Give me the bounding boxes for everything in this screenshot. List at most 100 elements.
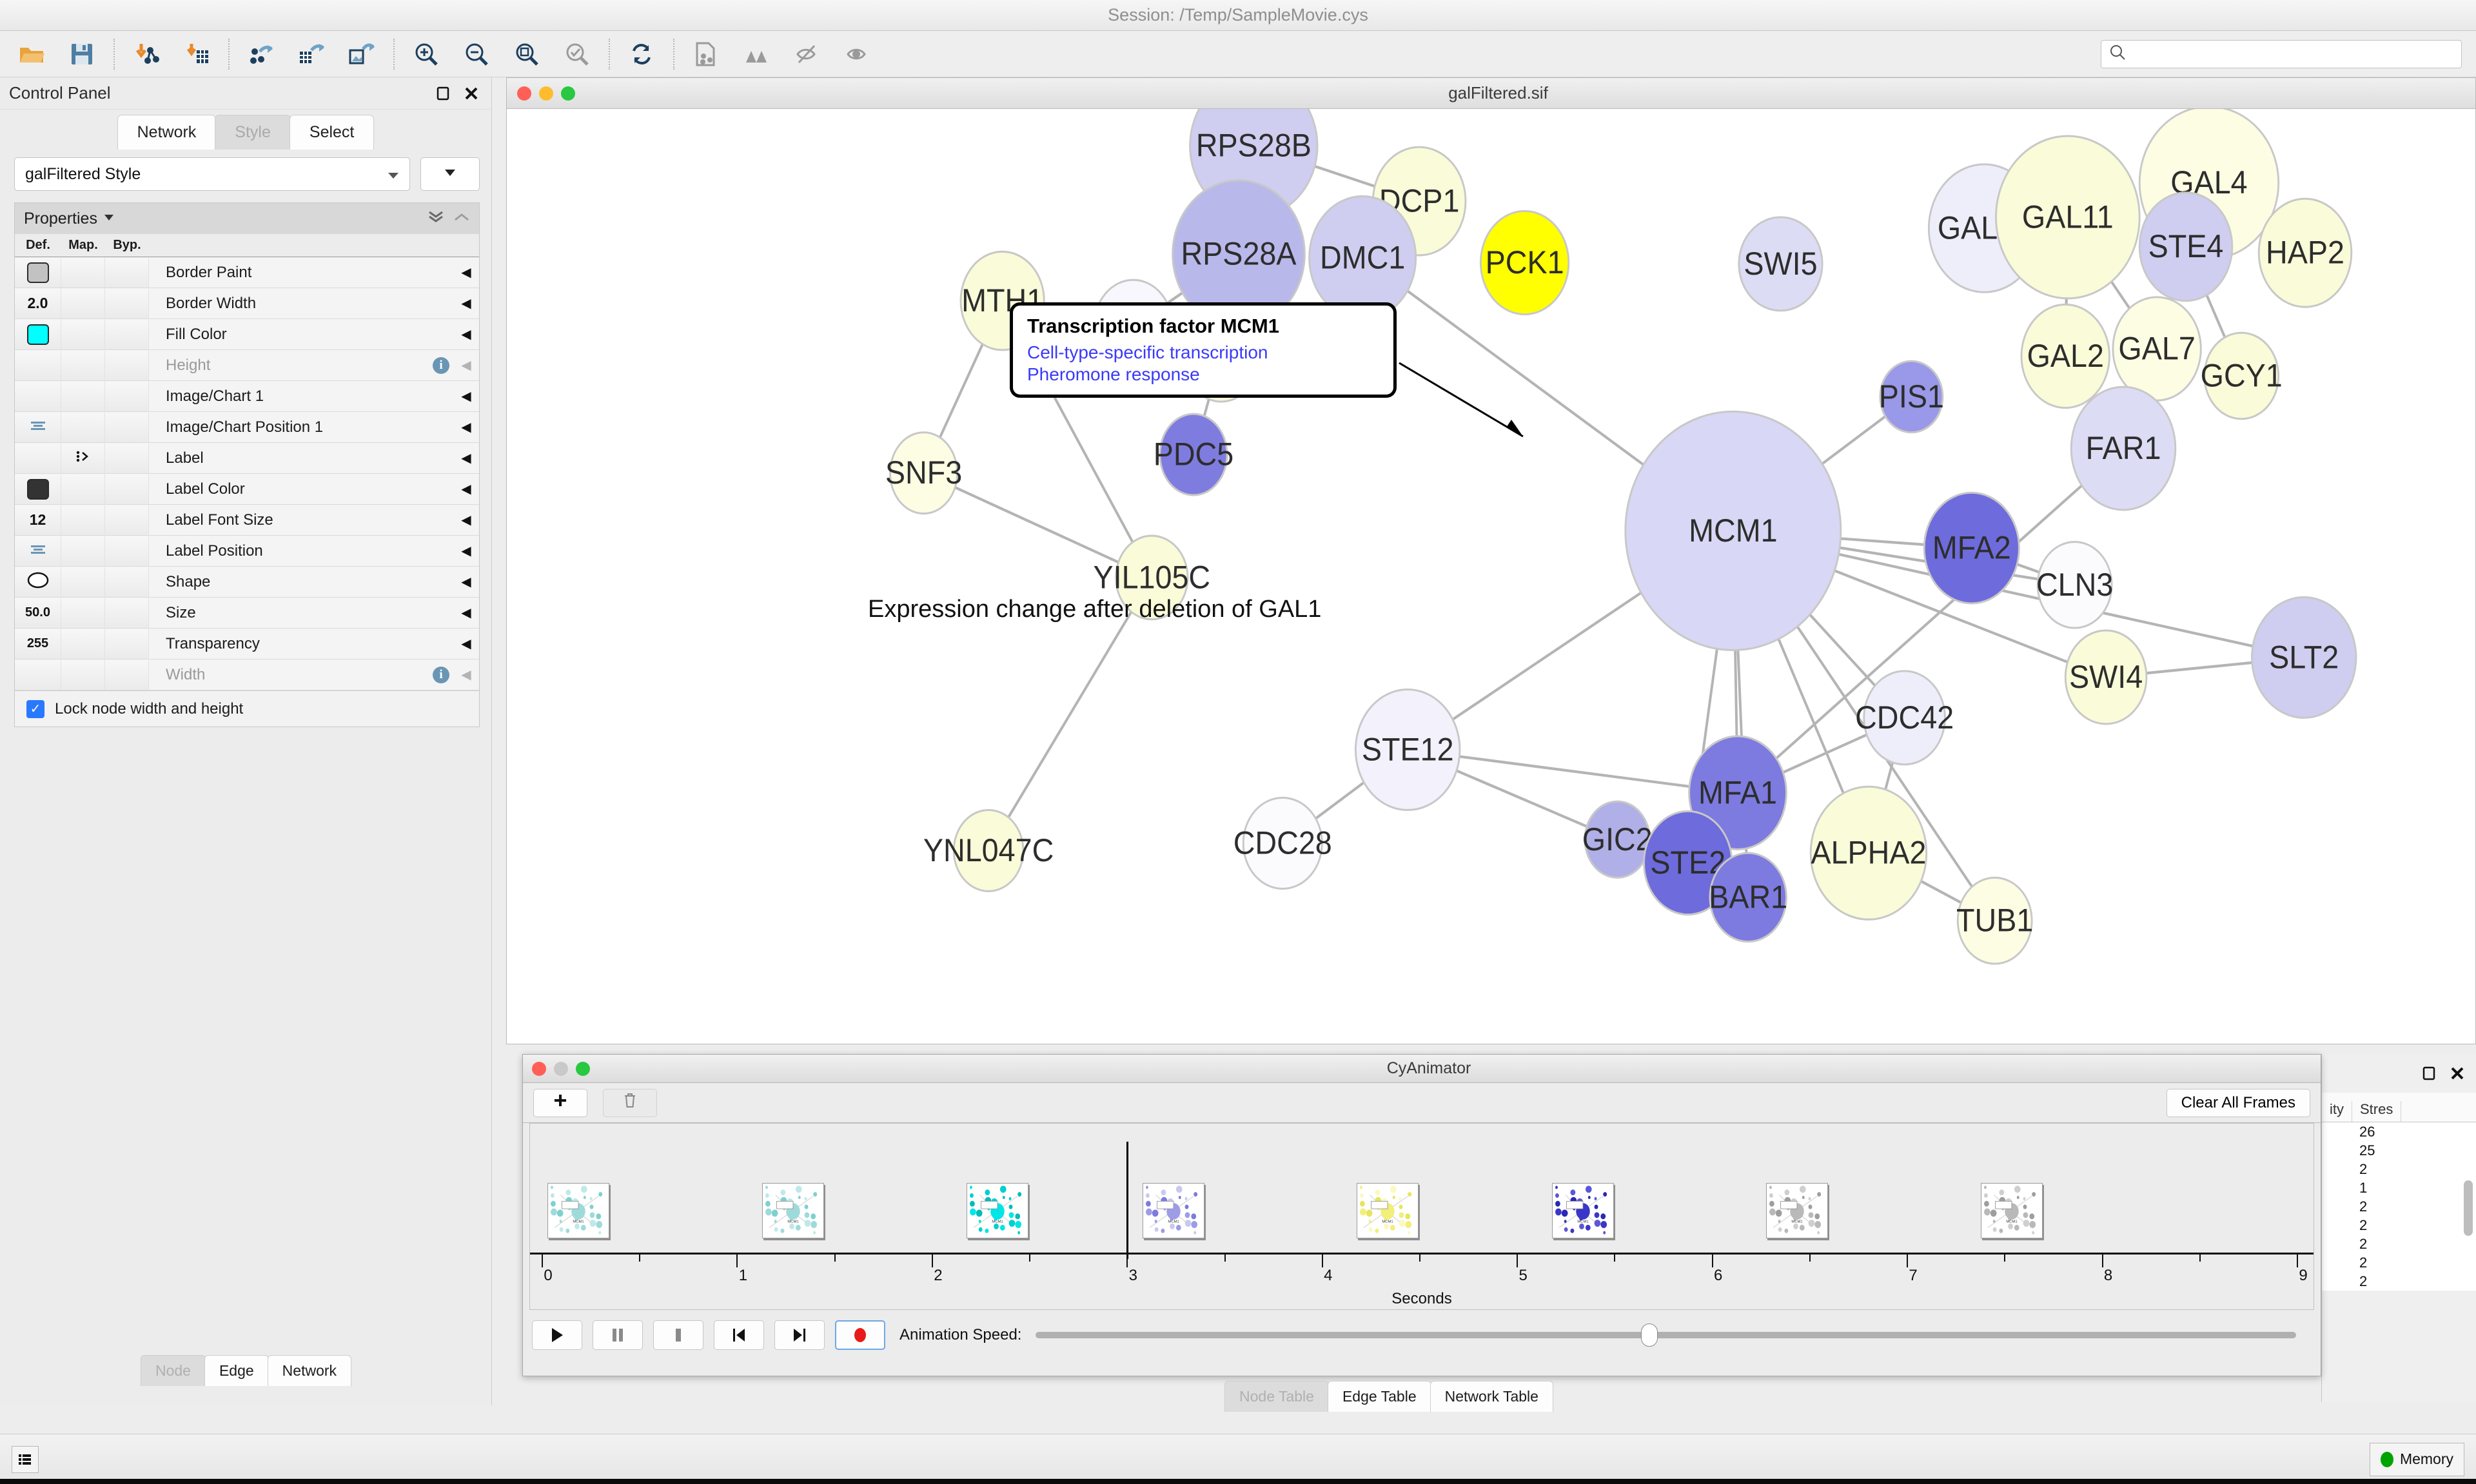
node-CLN3[interactable]: CLN3 bbox=[2036, 541, 2113, 629]
property-mapping-cell[interactable] bbox=[61, 629, 105, 659]
frame-thumbnail[interactable]: MCM1 bbox=[1357, 1183, 1419, 1238]
edge[interactable] bbox=[923, 471, 1153, 579]
edge[interactable] bbox=[1736, 447, 2125, 794]
node-YIL105C[interactable]: YIL105C bbox=[1093, 534, 1210, 621]
node-BAR1[interactable]: BAR1 bbox=[1709, 852, 1787, 943]
hide-selected-icon[interactable] bbox=[781, 31, 832, 77]
property-default-cell[interactable]: 255 bbox=[15, 629, 61, 659]
property-mapping-cell[interactable] bbox=[61, 536, 105, 566]
pause-button[interactable] bbox=[593, 1320, 643, 1350]
record-button[interactable] bbox=[835, 1320, 885, 1350]
node-shape[interactable] bbox=[2203, 331, 2280, 420]
table-scrollbar[interactable] bbox=[2464, 1180, 2473, 1236]
node-GAL11[interactable]: GAL11 bbox=[1995, 135, 2141, 300]
node-ALPHA2[interactable]: ALPHA2 bbox=[1809, 785, 1928, 921]
expand-property-arrow[interactable]: ◀ bbox=[461, 451, 471, 465]
node-shape[interactable] bbox=[1354, 688, 1461, 812]
maximize-icon[interactable] bbox=[2418, 1062, 2440, 1084]
node-shape[interactable] bbox=[1738, 216, 1823, 312]
property-bypass-cell[interactable] bbox=[105, 443, 149, 473]
close-icon[interactable] bbox=[2446, 1062, 2468, 1084]
expand-property-arrow[interactable]: ◀ bbox=[461, 544, 471, 558]
node-TUB1[interactable]: TUB1 bbox=[1956, 876, 2033, 965]
property-mapping-cell[interactable] bbox=[61, 381, 105, 411]
property-bypass-cell[interactable] bbox=[105, 474, 149, 504]
property-default-cell[interactable] bbox=[15, 443, 61, 473]
property-mapping-cell[interactable] bbox=[61, 443, 105, 473]
animation-timeline[interactable]: MCM1 MCM1 MCM1 MCM1 MCM1 MCM1 MCM1 MCM1 0 1 2 3 4 5 6… bbox=[529, 1123, 2314, 1310]
property-bypass-cell[interactable] bbox=[105, 257, 149, 288]
property-default-cell[interactable]: 50.0 bbox=[15, 598, 61, 628]
timeline-playhead[interactable] bbox=[1126, 1142, 1129, 1259]
edge[interactable] bbox=[987, 576, 1153, 852]
property-default-cell[interactable] bbox=[15, 659, 61, 690]
property-row-label[interactable]: Label ◀ bbox=[15, 443, 479, 474]
node-GAL2[interactable]: GAL2 bbox=[2020, 303, 2110, 409]
export-image-icon[interactable] bbox=[337, 31, 387, 77]
edge[interactable] bbox=[1407, 748, 1738, 794]
color-swatch-icon[interactable] bbox=[26, 324, 49, 345]
color-swatch-icon[interactable] bbox=[26, 478, 49, 500]
node-PDC5[interactable]: PDC5 bbox=[1154, 413, 1234, 496]
node-STE4[interactable]: STE4 bbox=[2138, 191, 2234, 302]
node-MCM1[interactable]: MCM1 bbox=[1624, 410, 1842, 651]
table-column-centrality[interactable]: ity bbox=[2322, 1101, 2352, 1122]
maximize-icon[interactable] bbox=[432, 83, 454, 104]
new-network-from-selection-icon[interactable] bbox=[681, 31, 731, 77]
open-folder-icon[interactable] bbox=[6, 31, 57, 77]
node-shape[interactable] bbox=[1923, 491, 2020, 605]
node-FAR1[interactable]: FAR1 bbox=[2070, 386, 2177, 511]
show-all-icon[interactable] bbox=[832, 31, 882, 77]
node-shape[interactable] bbox=[1479, 210, 1570, 316]
node-GAL7[interactable]: GAL7 bbox=[2112, 296, 2202, 402]
property-bypass-cell[interactable] bbox=[105, 629, 149, 659]
save-icon[interactable] bbox=[57, 31, 107, 77]
expand-property-arrow[interactable]: ◀ bbox=[461, 297, 471, 311]
property-bypass-cell[interactable] bbox=[105, 288, 149, 318]
properties-menu-icon[interactable] bbox=[104, 213, 114, 224]
minimize-window-button[interactable] bbox=[539, 86, 553, 101]
expand-property-arrow[interactable]: ◀ bbox=[461, 513, 471, 527]
clear-all-frames-button[interactable]: Clear All Frames bbox=[2166, 1088, 2310, 1117]
node-shape[interactable] bbox=[889, 431, 959, 515]
mapping-icon[interactable] bbox=[75, 450, 92, 466]
node-shape[interactable] bbox=[2250, 596, 2357, 719]
property-row-border-width[interactable]: 2.0 Border Width ◀ bbox=[15, 288, 479, 319]
node-shape[interactable] bbox=[1624, 410, 1842, 651]
property-row-transparency[interactable]: 255 Transparency ◀ bbox=[15, 629, 479, 659]
node-shape[interactable] bbox=[1809, 785, 1928, 921]
tab-node[interactable]: Node bbox=[140, 1355, 206, 1386]
frame-thumbnail[interactable]: MCM1 bbox=[1142, 1183, 1204, 1238]
table-row[interactable]: 2 bbox=[2359, 1198, 2368, 1215]
node-STE12[interactable]: STE12 bbox=[1354, 688, 1461, 812]
node-PIS1[interactable]: PIS1 bbox=[1879, 360, 1944, 434]
node-shape[interactable] bbox=[952, 808, 1025, 892]
table-row[interactable]: 2 bbox=[2359, 1216, 2368, 1233]
frame-thumbnail[interactable]: MCM1 bbox=[547, 1183, 610, 1238]
node-RPS28A[interactable]: RPS28A bbox=[1172, 179, 1306, 329]
table-row[interactable]: 2 bbox=[2359, 1160, 2368, 1177]
close-window-button[interactable] bbox=[532, 1061, 546, 1076]
property-bypass-cell[interactable] bbox=[105, 319, 149, 349]
expand-property-arrow[interactable]: ◀ bbox=[461, 482, 471, 496]
color-swatch-icon[interactable] bbox=[26, 262, 49, 283]
node-shape[interactable] bbox=[1159, 413, 1228, 496]
expand-property-arrow[interactable]: ◀ bbox=[461, 389, 471, 404]
table-row[interactable]: 2 bbox=[2359, 1254, 2368, 1271]
table-row[interactable]: 2 bbox=[2359, 1273, 2368, 1289]
expand-property-arrow[interactable]: ◀ bbox=[461, 358, 471, 373]
maximize-window-button[interactable] bbox=[576, 1061, 590, 1076]
node-shape[interactable] bbox=[2138, 191, 2234, 302]
table-row[interactable]: 25 bbox=[2359, 1142, 2375, 1158]
tab-style[interactable]: Style bbox=[215, 115, 291, 150]
property-row-image-chart-1[interactable]: Image/Chart 1 ◀ bbox=[15, 381, 479, 412]
node-SWI4[interactable]: SWI4 bbox=[2064, 629, 2148, 725]
property-default-cell[interactable] bbox=[15, 567, 61, 597]
tab-node-table[interactable]: Node Table bbox=[1224, 1381, 1329, 1412]
table-row[interactable]: 26 bbox=[2359, 1123, 2375, 1140]
node-CDC42[interactable]: CDC42 bbox=[1855, 670, 1954, 766]
property-default-cell[interactable] bbox=[15, 381, 61, 411]
property-default-cell[interactable] bbox=[15, 474, 61, 504]
property-mapping-cell[interactable] bbox=[61, 319, 105, 349]
table-column-stress[interactable]: Stres bbox=[2352, 1101, 2402, 1122]
